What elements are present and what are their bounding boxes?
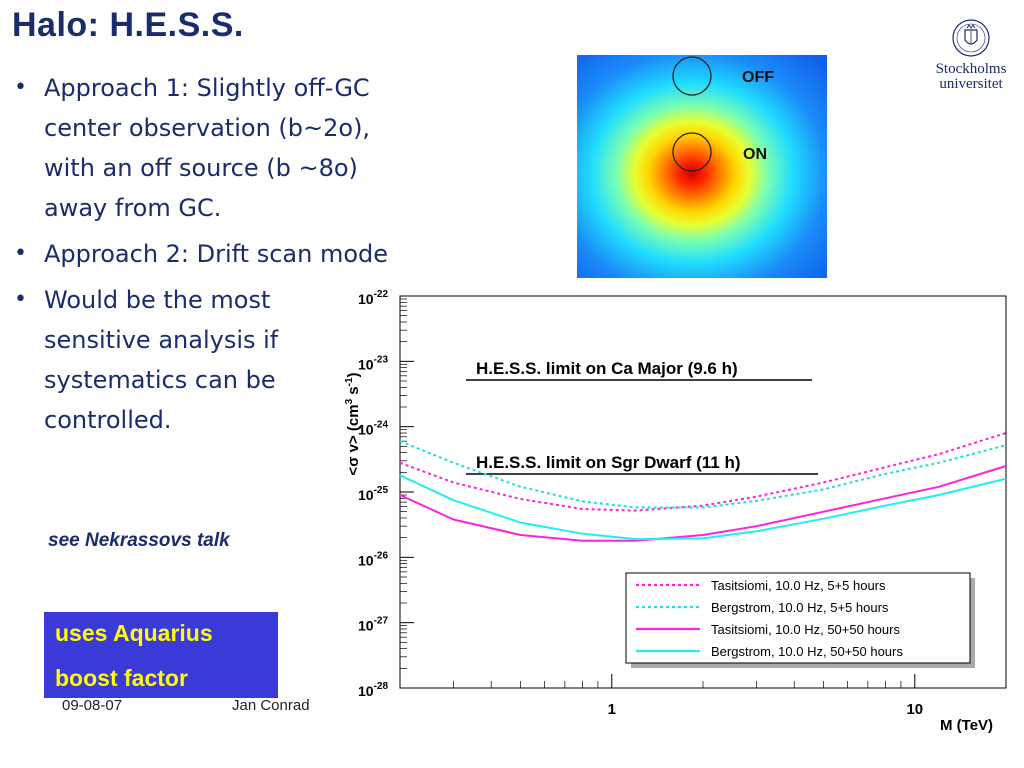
y-axis: 10-22 10-23 10-24 10-25 10-26 10-27 10-28 xyxy=(358,289,414,699)
x-axis-label: M (TeV) xyxy=(940,717,993,734)
bullet-dot-icon: • xyxy=(14,241,27,266)
legend: Tasitsiomi, 10.0 Hz, 5+5 hours Bergstrom,… xyxy=(625,572,975,668)
legend-label-3: Tasitsiomi, 10.0 Hz, 50+50 hours xyxy=(711,622,900,637)
boost-factor-box: uses Aquarius boost factor xyxy=(44,612,278,698)
legend-label-4: Bergstrom, 10.0 Hz, 50+50 hours xyxy=(711,644,903,659)
annotation-sgr-dwarf: H.E.S.S. limit on Sgr Dwarf (11 h) xyxy=(476,453,741,472)
footer-date: 09-08-07 xyxy=(62,697,123,714)
boost-line-1: uses Aquarius xyxy=(55,620,213,646)
legend-box xyxy=(625,572,971,664)
boost-line-2: boost factor xyxy=(55,665,188,691)
footer-author: Jan Conrad xyxy=(232,697,310,714)
university-crest-icon xyxy=(952,19,990,57)
annotation-ca-major: H.E.S.S. limit on Ca Major (9.6 h) xyxy=(476,359,738,378)
university-name-line-2: universitet xyxy=(939,76,1003,92)
slide-title: Halo: H.E.S.S. xyxy=(12,6,244,44)
bullet-list: • Approach 1: Slightly off-GC center obse… xyxy=(8,68,428,446)
off-region-circle xyxy=(672,56,712,96)
bullet-item-2: • Approach 2: Drift scan mode xyxy=(8,234,428,274)
legend-label-1: Tasitsiomi, 10.0 Hz, 5+5 hours xyxy=(711,578,886,593)
y-tick-label: 10-23 xyxy=(358,354,388,372)
series-line-3 xyxy=(399,465,1007,542)
bullet-text-1: Approach 1: Slightly off-GC center obser… xyxy=(44,74,371,222)
heatmap-background xyxy=(577,55,827,278)
bullet-text-2: Approach 2: Drift scan mode xyxy=(44,240,389,268)
legend-label-2: Bergstrom, 10.0 Hz, 5+5 hours xyxy=(711,600,889,615)
on-region-circle xyxy=(672,132,712,172)
y-tick-label: 10-24 xyxy=(358,420,388,438)
university-name-line-1: Stockholms xyxy=(935,61,1007,77)
bullet-item-3: • Would be the most sensitive analysis if… xyxy=(8,280,334,440)
bullet-text-3: Would be the most sensitive analysis if … xyxy=(44,286,279,434)
sky-map-image: OFF ON xyxy=(577,55,827,278)
y-tick-label: 10-22 xyxy=(358,289,388,307)
bullet-dot-icon: • xyxy=(14,287,27,312)
university-logo: Stockholms universitet xyxy=(924,18,1018,92)
series-line-1 xyxy=(399,432,1007,512)
y-axis-label-text: <σ v> (cm3 s-1) xyxy=(344,372,362,475)
y-tick-label: 10-28 xyxy=(358,681,388,699)
y-tick-label: 10-26 xyxy=(358,550,388,568)
y-tick-label: 10-25 xyxy=(358,485,388,503)
x-tick-label: 10 xyxy=(906,701,923,718)
series-line-4 xyxy=(399,474,1007,541)
bullet-dot-icon: • xyxy=(14,75,27,100)
off-label: OFF xyxy=(742,69,774,86)
on-label: ON xyxy=(743,146,767,163)
series-line-2 xyxy=(399,440,1007,509)
x-axis: 1 10 xyxy=(399,674,1007,718)
y-axis-label: <σ v> (cm3 s-1) xyxy=(344,372,362,475)
x-tick-label: 1 xyxy=(608,701,616,718)
talk-reference-note: see Nekrassovs talk xyxy=(48,530,230,551)
series-lines xyxy=(399,432,1007,542)
bullet-item-1: • Approach 1: Slightly off-GC center obse… xyxy=(8,68,428,228)
y-tick-label: 10-27 xyxy=(358,616,388,634)
